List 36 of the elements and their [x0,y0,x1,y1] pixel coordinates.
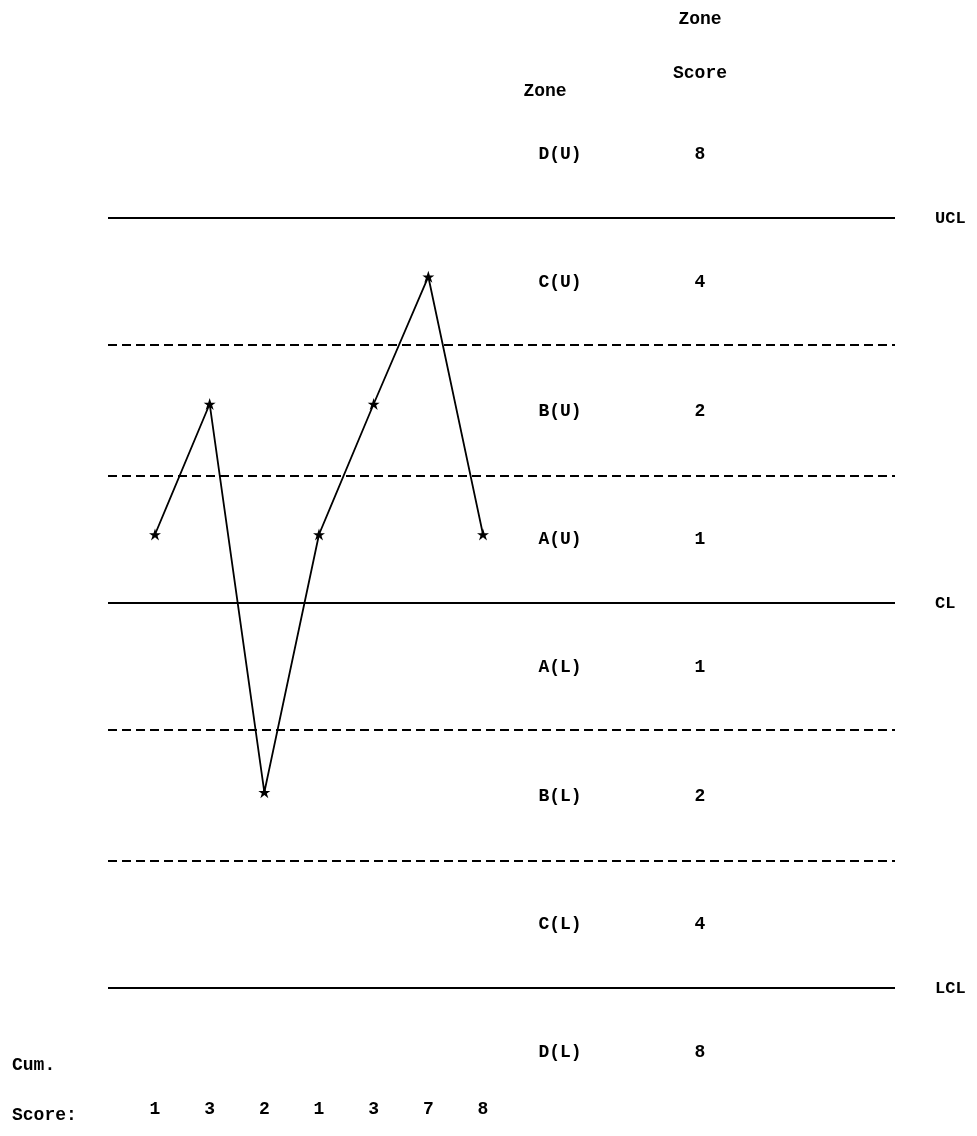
point [258,786,271,799]
text: B(L) [538,785,582,806]
point [422,270,435,283]
point [203,397,216,410]
text: 8 [694,144,706,165]
text: 2 [694,400,706,421]
x-tick-label: 1 [313,1099,325,1119]
text: B(U) [538,400,582,421]
x-tick-label: 8 [477,1099,489,1119]
ref-line-label: LCL [935,978,966,998]
text: Zone Score [672,8,728,84]
text: 1 [694,529,706,550]
x-tick-label: 7 [422,1099,434,1119]
text: 4 [694,914,706,935]
x-tick-label: 3 [204,1099,216,1119]
text: C(L) [538,914,582,935]
text: 8 [694,1041,706,1062]
text: 2 [694,785,706,806]
x-tick-label: 3 [368,1099,380,1119]
text: Zone [523,80,567,101]
text: A(L) [538,656,582,677]
text: 4 [694,271,706,292]
ref-line-label: CL [935,593,956,613]
point [149,528,161,541]
text: 1 [694,656,706,677]
text: A(U) [538,529,582,550]
text: D(U) [538,144,582,165]
point [477,528,489,541]
text: C(U) [538,271,582,292]
text: Cum. Score: [12,1054,77,1126]
x-tick-label: 1 [149,1099,161,1119]
text: D(L) [538,1041,582,1062]
x-tick-label: 2 [258,1099,270,1119]
point [367,397,380,410]
point [313,528,325,541]
ref-line-label: UCL [935,208,966,228]
